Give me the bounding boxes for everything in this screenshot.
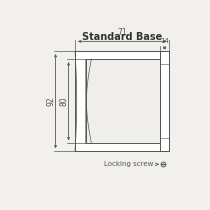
Text: Locking screw: Locking screw (104, 161, 153, 167)
Text: Standard Base: Standard Base (82, 32, 162, 42)
FancyBboxPatch shape (75, 51, 169, 151)
FancyBboxPatch shape (87, 59, 160, 143)
Text: 92: 92 (46, 96, 55, 106)
Text: 80: 80 (60, 96, 69, 106)
Text: 14: 14 (160, 38, 169, 44)
Text: 71: 71 (117, 28, 127, 37)
